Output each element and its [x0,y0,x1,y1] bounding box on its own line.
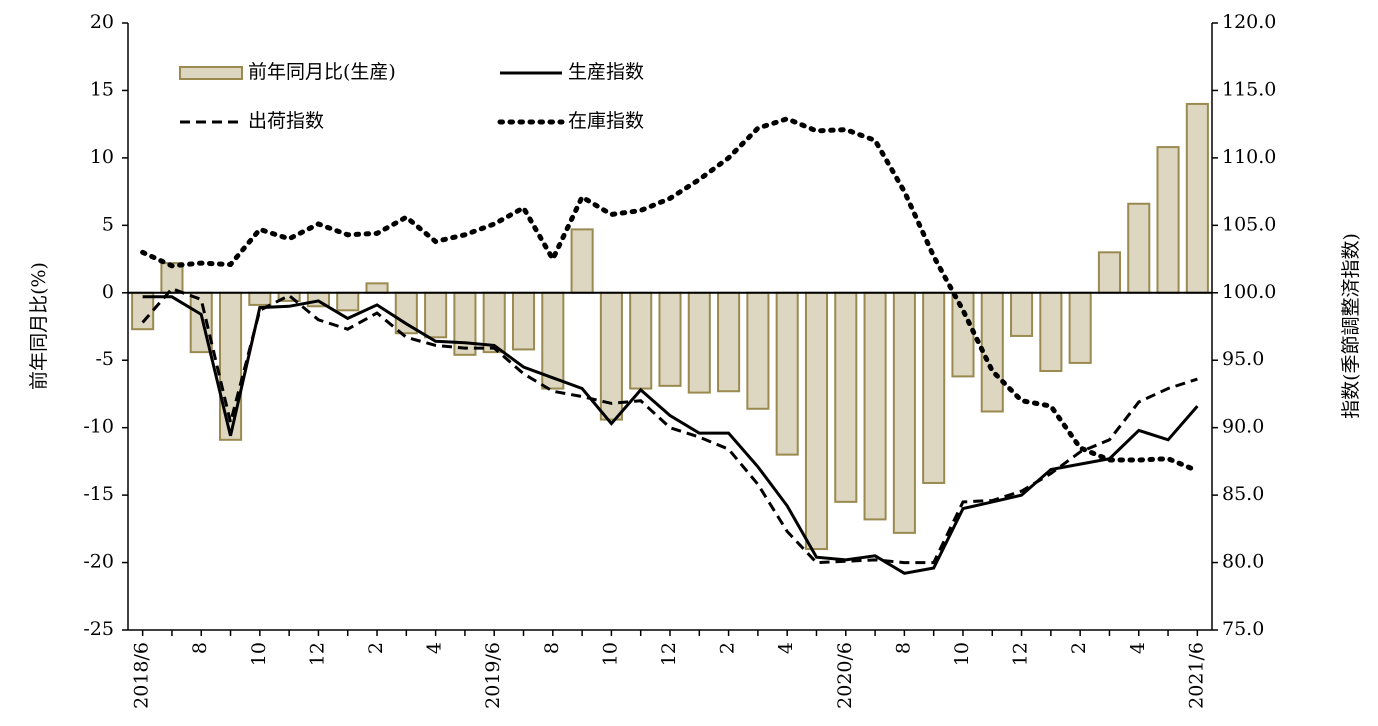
y2-tick-label: 95.0 [1222,348,1264,370]
x-tick-label: 12 [1010,642,1032,666]
x-tick-label: 2020/6 [834,642,856,709]
bar [1010,291,1034,337]
legend-label: 在庫指数 [568,110,644,132]
bar [687,291,711,394]
bar [834,291,858,503]
bar [424,291,448,339]
bar [804,291,829,551]
legend-label: 生産指数 [568,61,644,83]
x-tick-label: 2 [717,642,739,654]
y2-tick-label: 115.0 [1222,78,1276,100]
bar [1068,291,1092,364]
x-tick-label: 10 [951,642,973,666]
x-tick-label: 12 [306,642,328,666]
y-tick-label: -10 [83,416,114,438]
x-tick-label: 2019/6 [482,642,504,709]
y2-tick-label: 75.0 [1222,618,1264,640]
y2-tick-label: 80.0 [1222,551,1264,573]
bar [922,291,946,484]
x-tick-label: 2018/6 [131,642,153,709]
y2-tick-label: 85.0 [1222,483,1264,505]
x-tick-label: 8 [189,642,211,654]
bar [511,291,536,351]
y-tick-label: 20 [90,11,114,33]
legend-label: 出荷指数 [248,110,324,132]
bar [453,291,477,356]
bar [336,291,360,312]
line-series [140,116,1200,474]
legend-label: 前年同月比(生産) [248,61,396,83]
bar [1097,251,1122,294]
y-tick-label: 10 [90,146,114,168]
y-tick-label: 15 [90,78,114,100]
y-tick-label: 5 [102,213,114,235]
y-tick-label: -15 [83,483,114,505]
bar [629,291,653,390]
bar [658,291,682,387]
x-tick-label: 4 [424,642,446,654]
x-tick-label: 2021/6 [1185,642,1207,709]
y2-tick-label: 120.0 [1222,11,1276,33]
bar [1039,291,1063,373]
x-tick-label: 8 [892,642,914,654]
x-tick-label: 12 [658,642,680,666]
x-tick-label: 10 [599,642,621,666]
y2-tick-label: 105.0 [1222,213,1276,235]
bar [775,291,799,456]
line-series [141,286,1198,565]
bar [717,291,741,393]
y-tick-label: -20 [83,551,114,573]
y-tick-label: 0 [102,281,114,303]
y-tick-label: -25 [83,618,114,640]
bar [570,228,594,294]
bar [248,291,272,306]
x-tick-label: 4 [1127,642,1149,654]
bar [863,291,887,521]
x-tick-label: 8 [541,642,563,654]
bar [951,291,975,378]
y2-axis-title: 指数(季節調整済指数) [1340,233,1362,419]
bar [1156,146,1180,294]
line-series [142,295,1199,575]
bar [892,291,916,534]
x-tick-label: 2 [365,642,387,654]
bar [980,291,1004,413]
y2-tick-label: 100.0 [1222,281,1276,303]
x-tick-label: 10 [248,642,270,666]
legend-swatch [179,66,243,80]
y-axis-title: 前年同月比(%) [28,262,50,390]
bar [1127,202,1151,294]
x-tick-label: 4 [775,642,797,654]
y2-tick-label: 110.0 [1222,146,1276,168]
bar [1185,102,1209,294]
bar [746,291,770,410]
x-tick-label: 2 [1068,642,1090,654]
y-tick-label: -5 [95,348,114,370]
y2-tick-label: 90.0 [1222,416,1264,438]
bar [365,282,389,294]
